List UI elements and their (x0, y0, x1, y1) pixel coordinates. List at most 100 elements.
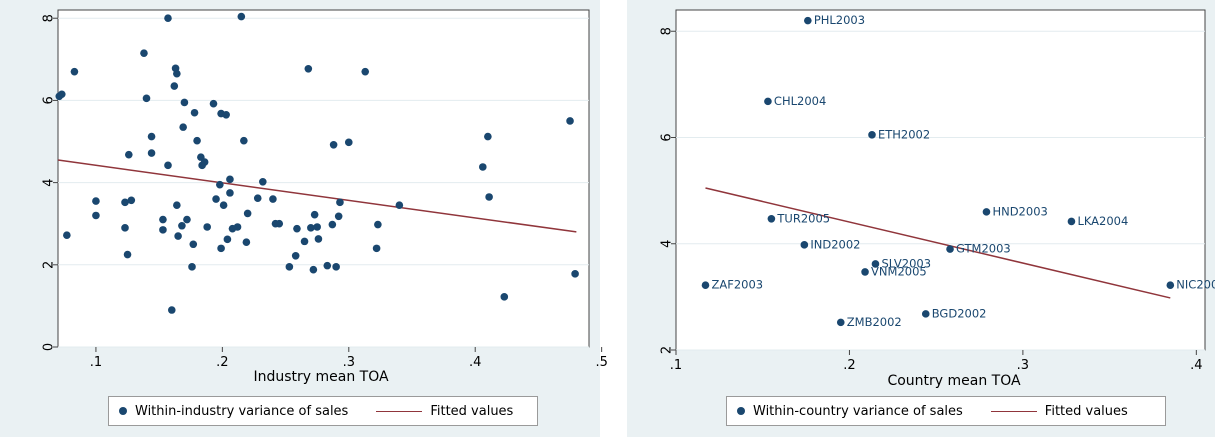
left-data-point (164, 14, 172, 23)
legend-marker-icon (119, 407, 127, 415)
left-data-point (243, 209, 252, 218)
right-data-point (767, 214, 776, 223)
left-data-point (269, 195, 277, 203)
left-data-point (70, 67, 79, 76)
right-point-label: PHL2003 (814, 13, 865, 27)
left-data-point (170, 82, 179, 90)
left-data-point (484, 132, 492, 141)
left-data-point (203, 223, 211, 231)
left-data-point (395, 201, 404, 210)
left-data-point (219, 201, 228, 210)
left-data-point (121, 198, 129, 207)
left-x-tick-label: .5 (595, 355, 607, 370)
right-x-tick-label: .2 (843, 358, 855, 373)
left-data-point (242, 238, 251, 247)
left-y-tick-label: 6 (42, 96, 57, 104)
left-data-point (178, 221, 186, 230)
left-data-point (159, 226, 167, 234)
left-data-point (328, 220, 337, 229)
left-x-tick-label: .2 (216, 355, 228, 370)
left-data-point (233, 223, 242, 231)
legend-marker-icon (737, 407, 745, 415)
left-data-point (332, 263, 340, 271)
left-data-point (566, 117, 574, 125)
right-data-point (1166, 281, 1175, 289)
left-data-point (180, 98, 189, 107)
left-chart-panel: 0 2 4 6 8 .1 .2 .3 .4 .5 Industry mean TOA Within… (0, 0, 608, 437)
left-y-tick-label: 8 (42, 14, 57, 22)
left-data-point (300, 237, 309, 246)
right-y-tick-label: 8 (660, 27, 675, 35)
left-data-point (313, 223, 321, 231)
left-data-point (188, 263, 196, 271)
right-point-label: SLV2003 (881, 256, 931, 270)
left-data-point (173, 201, 181, 210)
left-data-point (174, 232, 182, 240)
left-data-point (147, 149, 156, 157)
legend-line-icon (990, 410, 1037, 412)
left-data-point (285, 263, 294, 271)
left-data-point (125, 150, 133, 159)
left-data-point (237, 12, 246, 21)
left-data-point (275, 219, 284, 228)
right-point-label: HND2003 (992, 204, 1047, 218)
left-data-point (222, 110, 230, 119)
right-point-label: GTM2003 (956, 242, 1011, 256)
left-data-point (344, 138, 353, 147)
left-data-point (159, 215, 167, 224)
left-data-point (226, 175, 234, 184)
right-point-label: ZAF2003 (711, 278, 763, 292)
right-fitted-line (705, 187, 1171, 299)
left-data-point (226, 189, 234, 197)
left-data-point (485, 193, 493, 201)
left-data-point (291, 251, 300, 260)
left-data-point (142, 94, 151, 103)
left-data-point (212, 195, 220, 203)
left-data-point (147, 132, 156, 141)
right-legend-fit: Fitted values (1044, 403, 1128, 419)
right-plot-area (675, 9, 1206, 351)
industry-scatter-plot: 0 2 4 6 8 .1 .2 .3 .4 .5 (42, 9, 608, 370)
right-x-axis-label: Country mean TOA (887, 373, 1021, 389)
left-data-point (307, 224, 315, 232)
left-data-point (190, 108, 199, 117)
left-data-point (121, 224, 129, 232)
left-data-point (500, 293, 509, 301)
left-data-point (304, 64, 313, 73)
left-data-point (164, 161, 172, 170)
left-data-point (57, 90, 66, 99)
right-legend-series: Within-country variance of sales (753, 403, 963, 419)
left-data-point (336, 198, 344, 207)
left-data-point (293, 224, 301, 233)
right-point-label: VNM2005 (871, 264, 927, 278)
left-data-point (179, 123, 187, 131)
left-data-point (329, 141, 338, 149)
left-plot-area (57, 9, 590, 348)
left-data-point (240, 136, 248, 145)
left-data-point (63, 231, 71, 240)
left-data-point (127, 196, 136, 205)
left-data-point (209, 99, 218, 108)
right-point-label: BGD2002 (932, 306, 987, 320)
right-data-point (701, 281, 710, 289)
left-fitted-line (57, 159, 577, 233)
right-data-point (1067, 217, 1076, 226)
right-point-label: LKA2004 (1077, 214, 1128, 228)
right-data-point (921, 310, 930, 318)
left-data-point (123, 250, 132, 259)
legend-line-icon (376, 410, 423, 412)
left-data-point (167, 306, 176, 314)
right-point-label: TUR2005 (776, 211, 830, 225)
left-data-point (183, 215, 191, 224)
left-data-point (309, 265, 318, 274)
left-data-point (173, 69, 181, 78)
left-data-point (314, 235, 323, 243)
left-data-point (253, 194, 262, 203)
right-data-point (946, 245, 954, 253)
right-point-label: NIC2003 (1176, 278, 1215, 292)
left-data-point (200, 158, 209, 166)
left-legend: Within-industry variance of sales Fitted… (108, 396, 538, 426)
left-data-point (259, 177, 267, 186)
left-data-point (140, 49, 148, 57)
right-data-point (800, 241, 809, 249)
